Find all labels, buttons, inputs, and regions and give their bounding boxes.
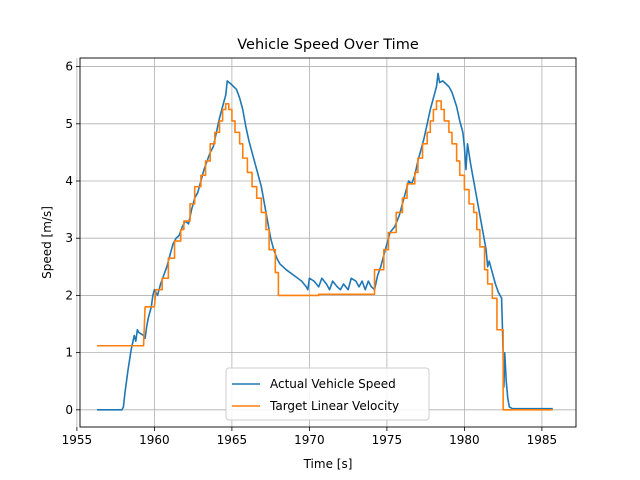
y-tick-label: 3 <box>65 231 73 245</box>
x-tick-label: 1980 <box>449 433 480 447</box>
y-tick-label: 0 <box>65 403 73 417</box>
legend: Actual Vehicle Speed Target Linear Veloc… <box>225 367 430 421</box>
chart-title: Vehicle Speed Over Time <box>237 37 419 53</box>
x-tick-label: 1960 <box>139 433 170 447</box>
legend-label-actual-vehicle-speed: Actual Vehicle Speed <box>270 377 396 391</box>
series-line-actual-vehicle-speed <box>97 72 553 411</box>
plot-frame <box>79 57 577 428</box>
x-tick-label: 1975 <box>372 433 403 447</box>
y-tick-label: 2 <box>65 288 73 302</box>
ticks: 1955 1960 1965 1970 1975 1980 1985 0 1 2 3 4 5 6 <box>62 60 558 447</box>
series-line-target-linear-velocity <box>97 100 553 411</box>
x-tick-label: 1955 <box>62 433 93 447</box>
y-tick-label: 4 <box>65 174 73 188</box>
x-tick-label: 1970 <box>294 433 325 447</box>
x-tick-label: 1965 <box>217 433 248 447</box>
x-axis-label: Time [s] <box>303 457 353 471</box>
y-axis-label: Speed [m/s] <box>40 206 54 279</box>
legend-label-target-linear-velocity: Target Linear Velocity <box>269 399 399 413</box>
y-tick-label: 1 <box>65 346 73 360</box>
y-tick-label: 5 <box>65 117 73 131</box>
legend-box <box>225 367 430 421</box>
series-layer <box>97 72 553 411</box>
x-tick-label: 1985 <box>527 433 558 447</box>
y-tick-label: 6 <box>65 60 73 74</box>
